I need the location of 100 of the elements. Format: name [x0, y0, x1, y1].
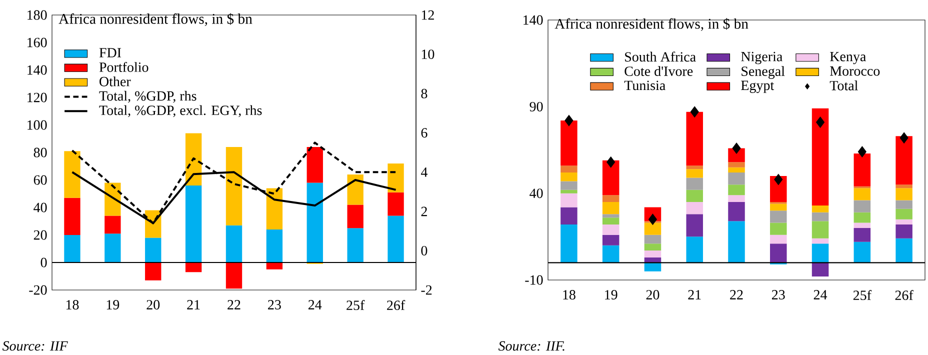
legend-label: FDI [99, 48, 122, 58]
bar [104, 234, 121, 262]
source-note: Source: IIF. [498, 341, 564, 351]
bar [854, 188, 871, 200]
bar [644, 222, 662, 235]
point [900, 132, 908, 144]
bar [812, 221, 829, 238]
legend-label: Total, %GDP, rhs [99, 90, 196, 103]
x-tick-label: 20 [646, 290, 660, 300]
bar [226, 262, 242, 289]
y-tick-label: 40 [530, 188, 543, 198]
legend-label: Total, %GDP, excl. EGY, rhs [99, 105, 262, 118]
y-tick-label: 90 [530, 102, 543, 112]
bar [602, 195, 620, 202]
bar [185, 186, 202, 262]
bar [896, 208, 912, 220]
legend-label: Cote d'Ivore [624, 66, 693, 76]
bar [686, 169, 703, 178]
point [606, 156, 616, 168]
bar [560, 207, 578, 225]
y-tick-label: 120 [28, 92, 47, 102]
y2-tick-label: 6 [421, 128, 428, 138]
bar [896, 238, 912, 263]
bar [728, 202, 745, 222]
bar [388, 216, 404, 262]
x-tick-label: 26f [387, 300, 406, 310]
y2-tick-label: 0 [421, 246, 428, 256]
x-tick-label: 18 [563, 290, 576, 300]
bar [560, 120, 578, 166]
x-tick-label: 18 [66, 300, 79, 310]
bar [812, 262, 829, 277]
bar [644, 234, 662, 244]
bar [854, 242, 871, 263]
bar [226, 225, 242, 262]
bar [64, 198, 80, 235]
bar [602, 202, 620, 214]
bar [266, 230, 283, 262]
bar [306, 147, 323, 183]
bar [306, 182, 323, 262]
y2-tick-label: 2 [421, 206, 427, 216]
bar [854, 212, 871, 223]
bar [854, 200, 871, 212]
point [858, 146, 866, 158]
bar [145, 262, 162, 280]
bar [64, 235, 80, 262]
bar [728, 184, 745, 196]
x-tick-label: 24 [814, 290, 828, 300]
chart-title: Africa nonresident flows, in $ bn [554, 18, 748, 31]
source-note: Source: IIF [2, 341, 68, 351]
bar [896, 224, 912, 238]
bar [644, 244, 662, 251]
bar [770, 234, 787, 244]
bar [896, 184, 912, 188]
y-tick-label: 80 [34, 148, 47, 158]
bar [104, 216, 121, 234]
bar [560, 224, 578, 263]
legend-label: Nigeria [741, 52, 782, 64]
bar [812, 244, 829, 263]
bar [602, 218, 620, 225]
x-tick-label: 22 [730, 290, 743, 300]
bar [770, 222, 787, 235]
x-tick-label: 24 [308, 300, 322, 310]
x-tick-label: 26f [895, 290, 914, 300]
y-tick-label: 20 [34, 230, 47, 240]
bar [812, 212, 829, 222]
point [564, 114, 574, 126]
y-tick-label: 140 [524, 15, 543, 25]
bar [686, 178, 703, 190]
point [690, 106, 699, 118]
y2-tick-label: 12 [422, 10, 434, 20]
y-tick-label: -20 [29, 285, 47, 295]
bar [602, 224, 620, 235]
y-tick-label: 0 [40, 258, 47, 268]
bar [64, 151, 80, 198]
y-tick-label: 160 [28, 38, 47, 48]
bar [602, 234, 620, 246]
x-tick-label: 25f [346, 300, 365, 310]
x-tick-label: 19 [605, 290, 618, 300]
bar [896, 200, 912, 209]
bar [560, 172, 578, 182]
bar [560, 190, 578, 194]
legend-label: Portfolio [99, 62, 148, 72]
x-tick-label: 21 [688, 290, 701, 300]
bar [226, 147, 242, 226]
x-tick-label: 22 [228, 300, 240, 310]
bar [347, 204, 364, 228]
line-series [71, 142, 397, 224]
chart-title: Africa nonresident flows, in $ bn [58, 13, 252, 26]
bar [347, 228, 364, 262]
y2-tick-label: 4 [420, 168, 428, 177]
y2-tick-label: 10 [422, 50, 434, 60]
x-tick-label: 19 [106, 300, 120, 310]
legend-label: Total [830, 80, 858, 90]
bar [770, 204, 787, 211]
bar [770, 210, 787, 223]
bar [347, 174, 364, 205]
bar [185, 262, 202, 272]
x-tick-label: 23 [268, 300, 281, 310]
bar [560, 181, 578, 190]
bar [812, 238, 829, 244]
